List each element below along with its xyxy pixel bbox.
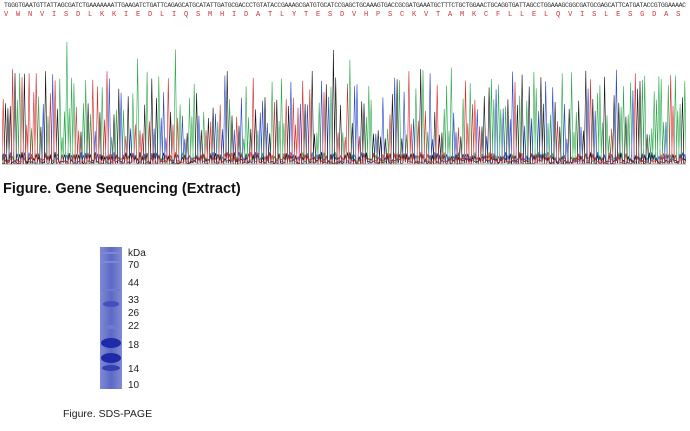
kda-unit-label: kDa <box>128 248 146 259</box>
gel-marker-band <box>102 289 120 291</box>
kda-marker-label: 33 <box>128 295 140 306</box>
kda-marker-label: 10 <box>128 380 140 391</box>
sds-page-caption: Figure. SDS-PAGE <box>63 408 153 420</box>
nucleotide-sequence: TGGGTGAATGTTATTAGCGATCTGAAAAAAATTGAAGATC… <box>4 2 686 9</box>
kda-marker-label: 14 <box>128 364 140 375</box>
gel-protein-band <box>102 365 120 371</box>
trace-C <box>2 69 686 165</box>
gel-marker-band <box>102 261 120 263</box>
amino-acid-sequence: V W N V I S D L K K I E D L I Q S M H I … <box>4 11 686 19</box>
kda-marker-label: 70 <box>128 260 140 271</box>
gel-lane <box>100 247 122 389</box>
gel-marker-band <box>103 301 119 307</box>
gene-sequencing-caption: Figure. Gene Sequencing (Extract) <box>3 181 241 197</box>
kda-marker-label: 44 <box>128 278 140 289</box>
kda-marker-label: 26 <box>128 308 140 319</box>
trace-G <box>2 49 686 165</box>
trace-T <box>2 68 686 165</box>
gel-marker-band <box>102 252 120 254</box>
sds-page-gel <box>100 247 122 389</box>
trace-A <box>2 41 686 165</box>
gel-marker-band <box>103 325 119 329</box>
kda-marker-label: 22 <box>128 321 140 332</box>
gel-protein-band <box>101 353 121 363</box>
gel-protein-band <box>101 338 121 348</box>
sequencing-chromatogram <box>2 41 686 165</box>
kda-marker-label: 18 <box>128 340 140 351</box>
